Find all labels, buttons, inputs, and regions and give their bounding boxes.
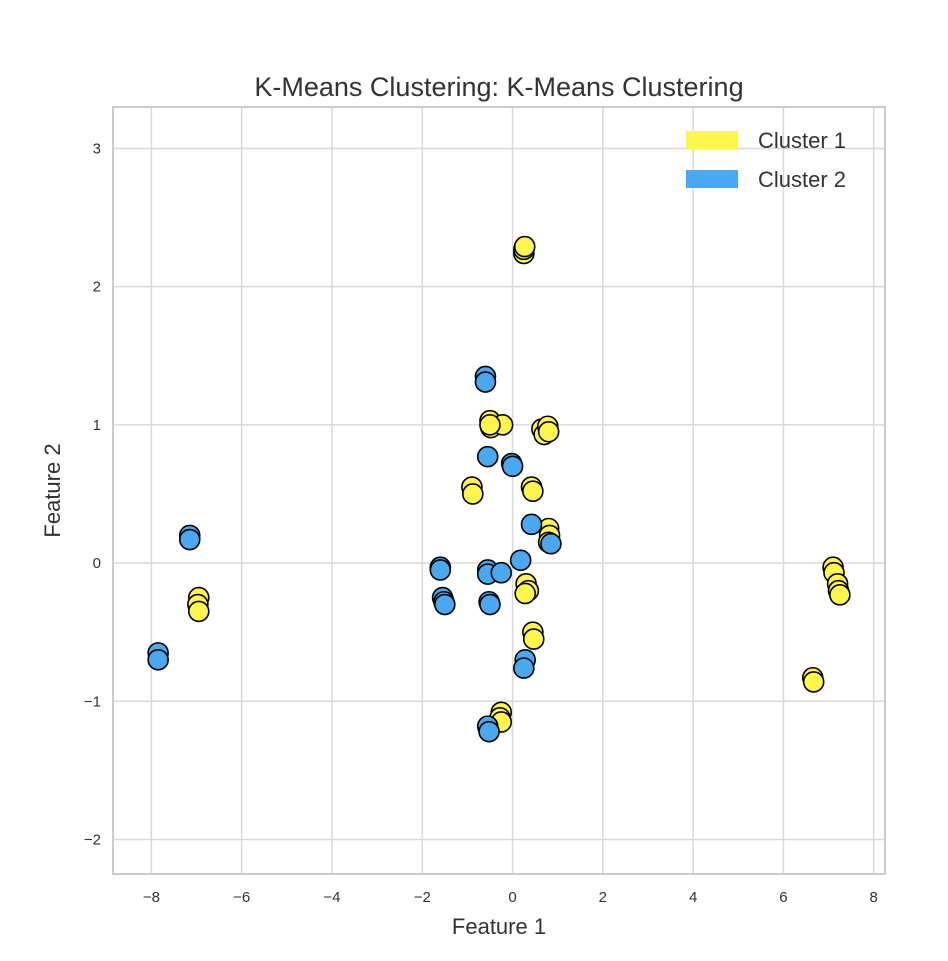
legend: Cluster 1 Cluster 2: [686, 128, 846, 192]
x-tick-label: 8: [870, 889, 878, 906]
cluster-1-point: [537, 420, 560, 443]
cluster-1-point: [479, 414, 501, 436]
cluster-2-point: [509, 549, 532, 572]
x-tick-label: 6: [779, 889, 787, 906]
x-tick-label: −2: [414, 889, 431, 906]
cluster-2-point: [434, 593, 456, 616]
legend-label-cluster-2: Cluster 2: [758, 167, 846, 192]
cluster-1-point: [462, 483, 484, 505]
tick-labels: −8 −6 −4 −2 0 2 4 6 8 −2 −1 0 1 2 3: [84, 140, 878, 906]
y-tick-label: 3: [93, 140, 101, 157]
cluster-2-point: [520, 513, 543, 536]
cluster-1-point: [829, 584, 851, 606]
cluster-1-point: [513, 235, 536, 258]
y-tick-label: −2: [84, 831, 101, 848]
cluster-1-point: [522, 628, 545, 650]
cluster-1-point: [522, 480, 544, 502]
x-tick-label: 4: [689, 889, 697, 906]
cluster-2-point: [474, 371, 497, 393]
cluster-2-point: [178, 528, 201, 551]
y-axis-label: Feature 2: [40, 443, 65, 537]
y-tick-label: 0: [93, 555, 101, 572]
cluster-2-point: [476, 445, 499, 468]
legend-swatch-cluster-2: [686, 170, 738, 188]
x-tick-label: 0: [508, 889, 516, 906]
x-tick-label: −4: [323, 889, 340, 906]
cluster-2-point: [479, 593, 501, 616]
cluster-2-point: [147, 648, 169, 671]
cluster-1-point: [802, 671, 825, 693]
points-layer: [147, 235, 851, 743]
y-tick-label: 2: [93, 279, 101, 296]
cluster-2-point: [513, 657, 535, 679]
legend-swatch-cluster-1: [686, 131, 738, 149]
cluster-2-point: [429, 559, 452, 581]
chart-title: K-Means Clustering: K-Means Clustering: [254, 72, 743, 102]
x-tick-label: 2: [599, 889, 607, 906]
cluster-1-point: [514, 582, 536, 605]
x-tick-label: −6: [233, 889, 250, 906]
y-tick-label: −1: [84, 693, 101, 710]
cluster-2-point: [478, 720, 500, 743]
cluster-1-point: [187, 600, 210, 623]
grid: [113, 107, 885, 874]
cluster-2-point: [501, 455, 524, 478]
plot-frame: [112, 106, 886, 875]
x-axis-label: Feature 1: [452, 914, 546, 939]
legend-label-cluster-1: Cluster 1: [758, 128, 846, 153]
cluster-2-point: [490, 561, 513, 584]
x-tick-label: −8: [143, 889, 160, 906]
y-tick-label: 1: [93, 417, 101, 434]
cluster-2-point: [540, 532, 562, 555]
